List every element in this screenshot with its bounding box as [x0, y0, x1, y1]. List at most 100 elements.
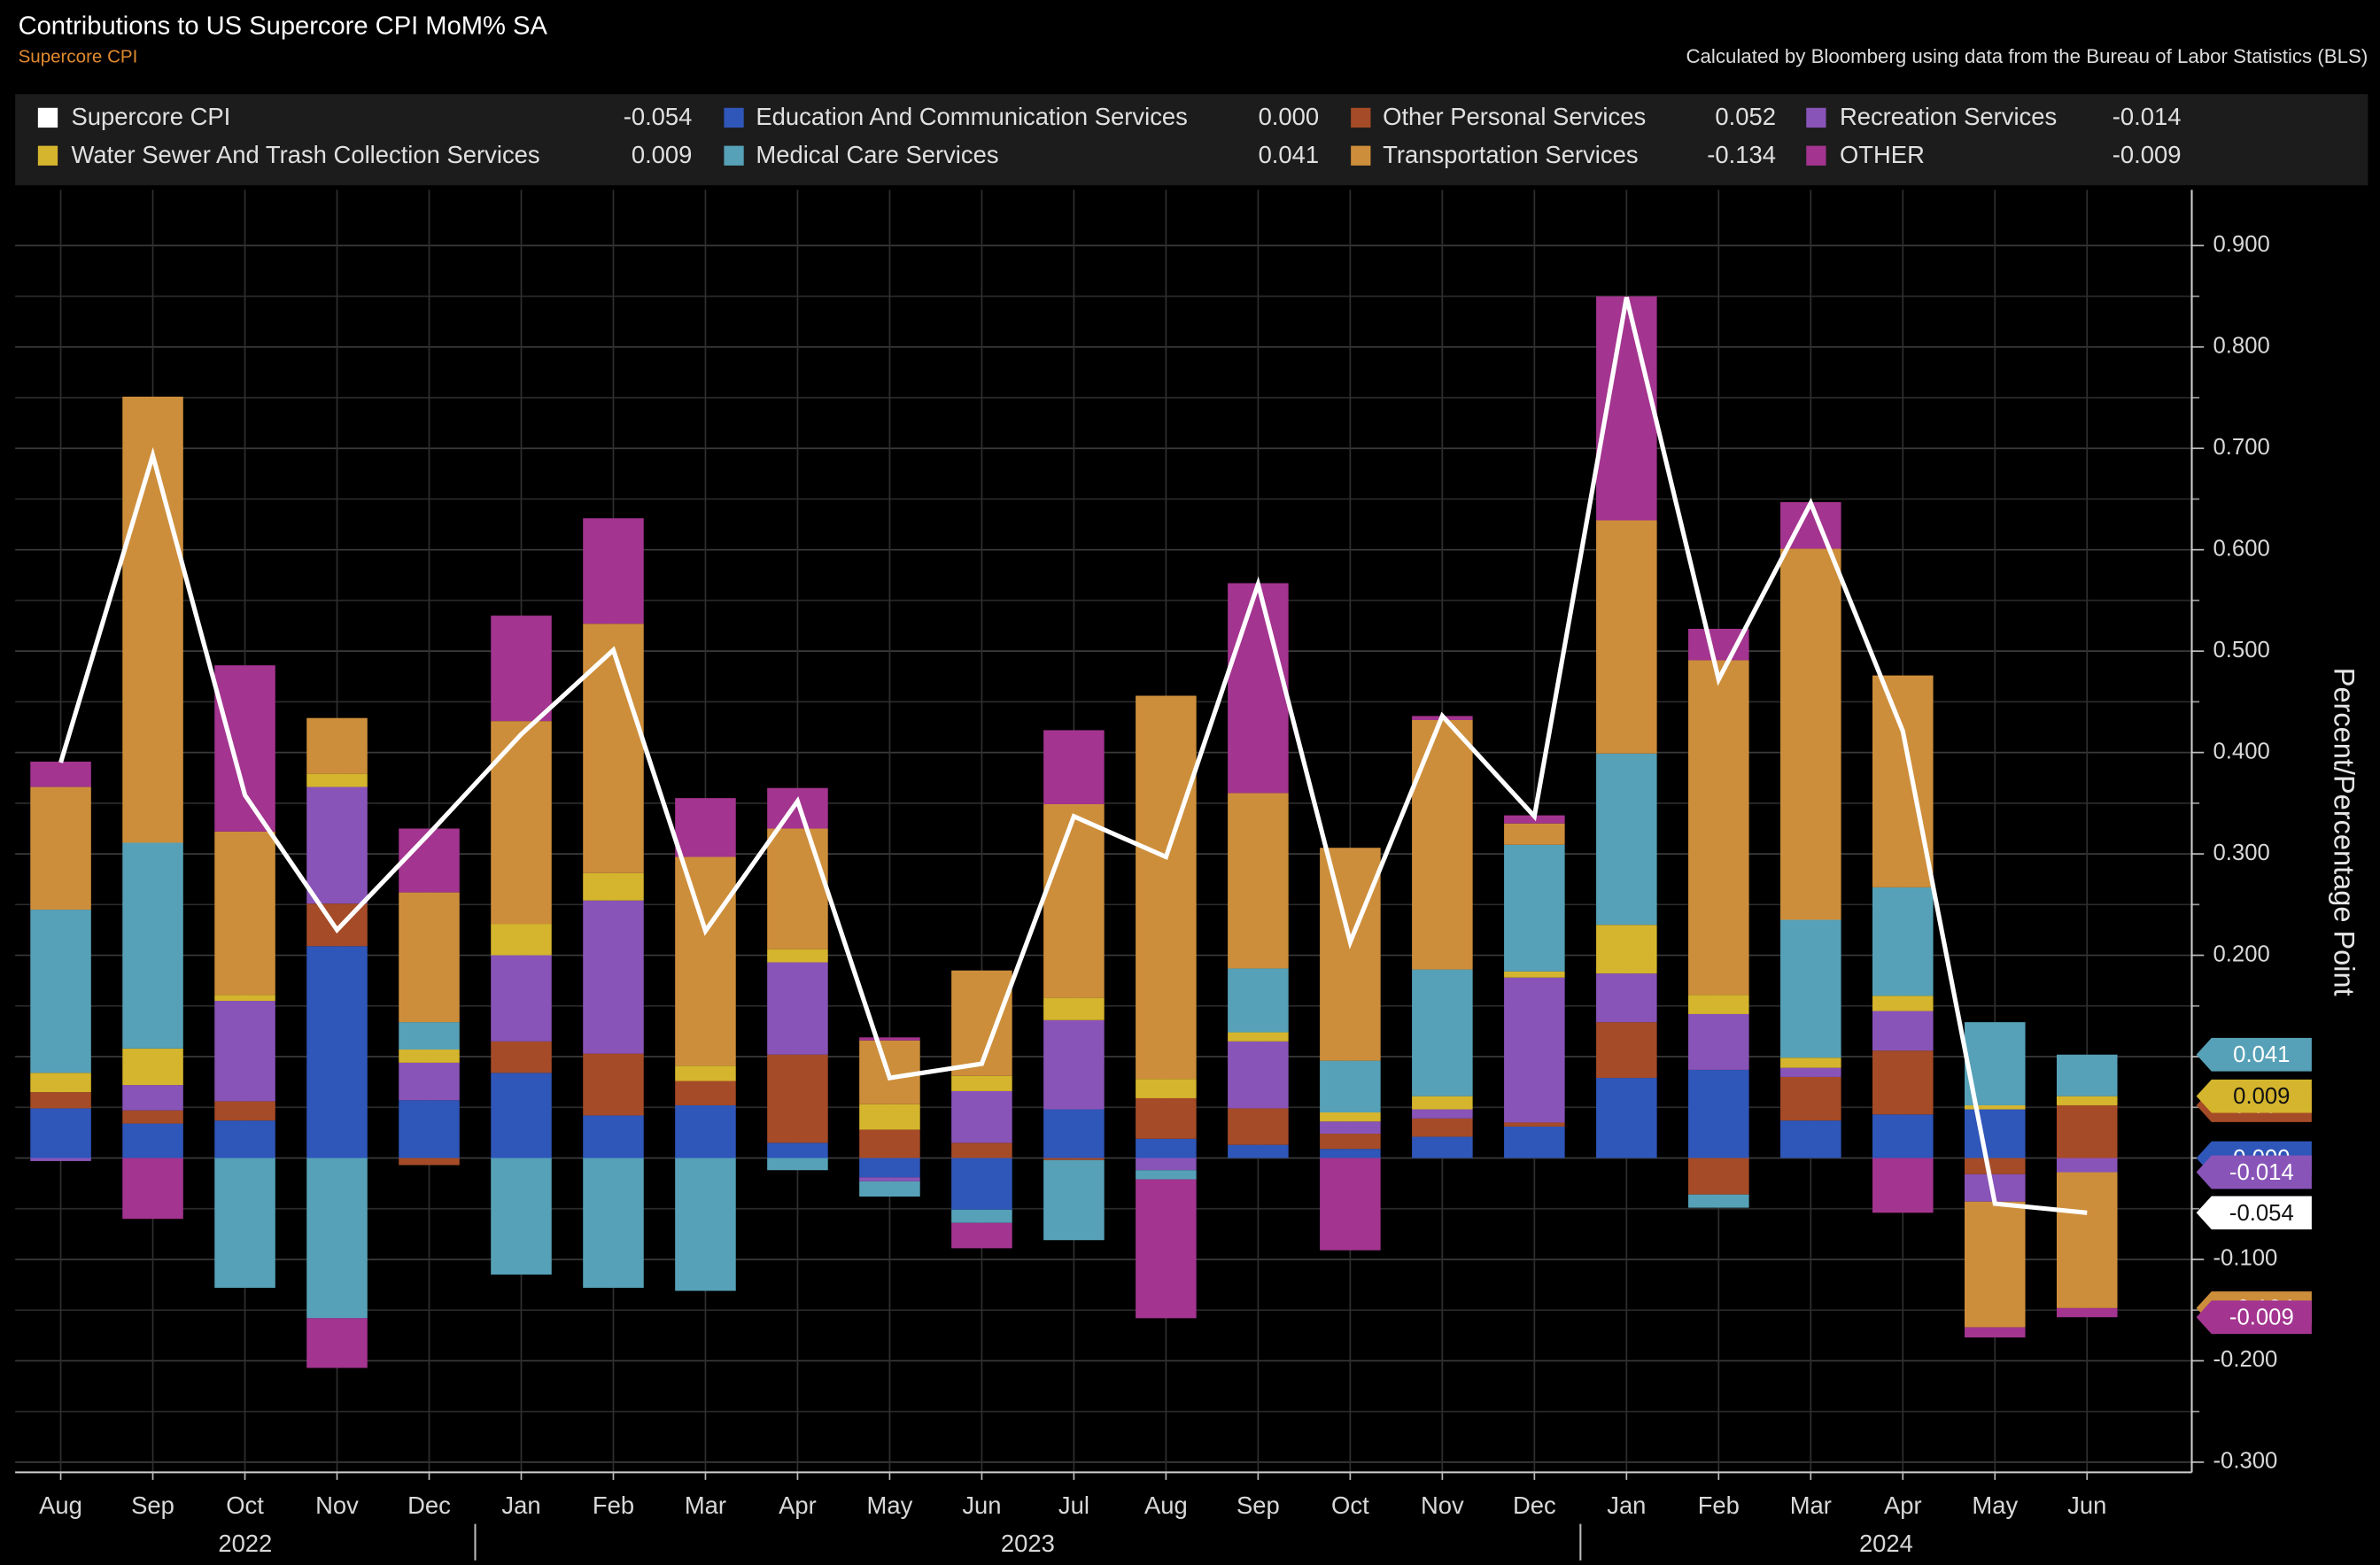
legend-swatch [1351, 107, 1371, 128]
bar-segment [491, 955, 552, 1042]
bar-segment [1320, 1149, 1381, 1158]
legend-swatch [1806, 145, 1826, 166]
bar-segment [1504, 971, 1565, 978]
bar-segment [675, 1158, 736, 1291]
legend-value: 0.052 [1715, 103, 1776, 130]
legend-item: Education And Communication Services 0.00… [724, 103, 1319, 130]
bar-segment [583, 624, 644, 873]
bar-segment [1504, 823, 1565, 845]
bar-segment [122, 1158, 183, 1220]
bar-segment [491, 924, 552, 956]
legend-item: Supercore CPI -0.054 [37, 103, 693, 130]
bar-segment [1136, 1170, 1197, 1180]
bar-segment [1688, 1069, 1749, 1158]
source-note: Calculated by Bloomberg using data from … [1686, 45, 2368, 67]
bar-segment [1688, 995, 1749, 1014]
bar-segment [1965, 1201, 2026, 1328]
bar-segment [1596, 925, 1657, 974]
legend-label: Transportation Services [1383, 141, 1638, 168]
bar-segment [583, 518, 644, 624]
bar-segment [491, 1073, 552, 1158]
bar-segment [30, 761, 91, 787]
bar-segment [1320, 1060, 1381, 1112]
bar-segment [1412, 1136, 1473, 1158]
x-tick-label: Oct [226, 1491, 264, 1519]
legend-value: -0.014 [2113, 103, 2182, 130]
value-tag-label: -0.054 [2229, 1201, 2294, 1226]
bar-segment [399, 828, 460, 893]
legend-label: OTHER [1840, 141, 1925, 168]
bar-segment [214, 1158, 275, 1289]
legend-label: Water Sewer And Trash Collection Service… [72, 141, 540, 168]
bar-segment [859, 1104, 920, 1130]
bar-segment [30, 786, 91, 910]
y-tick-label: -0.200 [2213, 1347, 2277, 1372]
bar-segment [675, 856, 736, 1066]
bar-segment [859, 1037, 920, 1041]
bar-segment [1688, 1158, 1749, 1195]
bar-segment [951, 1158, 1012, 1210]
legend-value: -0.009 [2113, 141, 2182, 168]
bar-segment [767, 962, 828, 1055]
bar-segment [306, 786, 368, 904]
bar-segment [399, 1158, 460, 1166]
bar-segment [767, 1143, 828, 1158]
bar-segment [122, 1123, 183, 1158]
bar-segment [1688, 628, 1749, 661]
bar-segment [2056, 1104, 2118, 1158]
legend-label: Medical Care Services [756, 141, 998, 168]
legend-swatch [724, 107, 744, 128]
bar-segment [1320, 1121, 1381, 1135]
bar-segment [1043, 804, 1105, 998]
bar-segment [1780, 1120, 1841, 1158]
bar-segment [1228, 1108, 1289, 1145]
bar-segment [1780, 1076, 1841, 1121]
bar-segment [583, 1053, 644, 1116]
x-tick-label: Feb [1698, 1491, 1740, 1519]
bar-segment [306, 946, 368, 1158]
bar-segment [122, 842, 183, 1049]
bar-segment [1043, 1159, 1105, 1241]
legend-label: Other Personal Services [1383, 103, 1646, 130]
x-group-label: 2024 [1859, 1530, 1913, 1557]
bar-segment [951, 1090, 1012, 1143]
value-tag-shape [2196, 1037, 2312, 1072]
bar-segment [1043, 1109, 1105, 1158]
bar-segment [1504, 977, 1565, 1123]
legend-item: Transportation Services -0.134 [1351, 141, 1776, 168]
legend-value: 0.041 [1259, 141, 1320, 168]
legend-value: -0.054 [624, 103, 693, 130]
bar-segment [1780, 919, 1841, 1058]
line-series [58, 297, 2088, 1215]
bar-segment [1596, 753, 1657, 926]
bar-segment [859, 1158, 920, 1178]
x-tick-label: Apr [1884, 1491, 1922, 1519]
y-tick-label: 0.700 [2213, 435, 2269, 460]
y-tick-label: 0.400 [2213, 739, 2269, 763]
bar-segment [1596, 520, 1657, 754]
y-axis-label: Percent/Percentage Point [2329, 668, 2361, 996]
bar-segment [1504, 1127, 1565, 1158]
bar-segment [30, 1158, 91, 1161]
bar-segment [767, 949, 828, 963]
legend-label: Education And Communication Services [756, 103, 1187, 130]
bar-segment [951, 1143, 1012, 1158]
bar-segment [1780, 1067, 1841, 1077]
bar-segment [1872, 1050, 1934, 1115]
value-tag-shape [2196, 1155, 2312, 1189]
bar-segment [1136, 695, 1197, 1080]
legend-swatch [1806, 107, 1826, 128]
bar-segment [1043, 1158, 1105, 1160]
legend-value: 0.009 [632, 141, 693, 168]
legend-item: Recreation Services -0.014 [1806, 103, 2182, 130]
bar-segment [1872, 1114, 1934, 1158]
bar-segment [1320, 1134, 1381, 1150]
x-group-label: 2023 [1001, 1530, 1055, 1557]
x-tick-label: Sep [1237, 1491, 1280, 1519]
bar-segment [1688, 1013, 1749, 1070]
value-tag-label: -0.009 [2229, 1305, 2294, 1330]
bar-segment [675, 798, 736, 857]
bar-segment [1136, 1097, 1197, 1139]
bar-segment [1412, 1118, 1473, 1137]
